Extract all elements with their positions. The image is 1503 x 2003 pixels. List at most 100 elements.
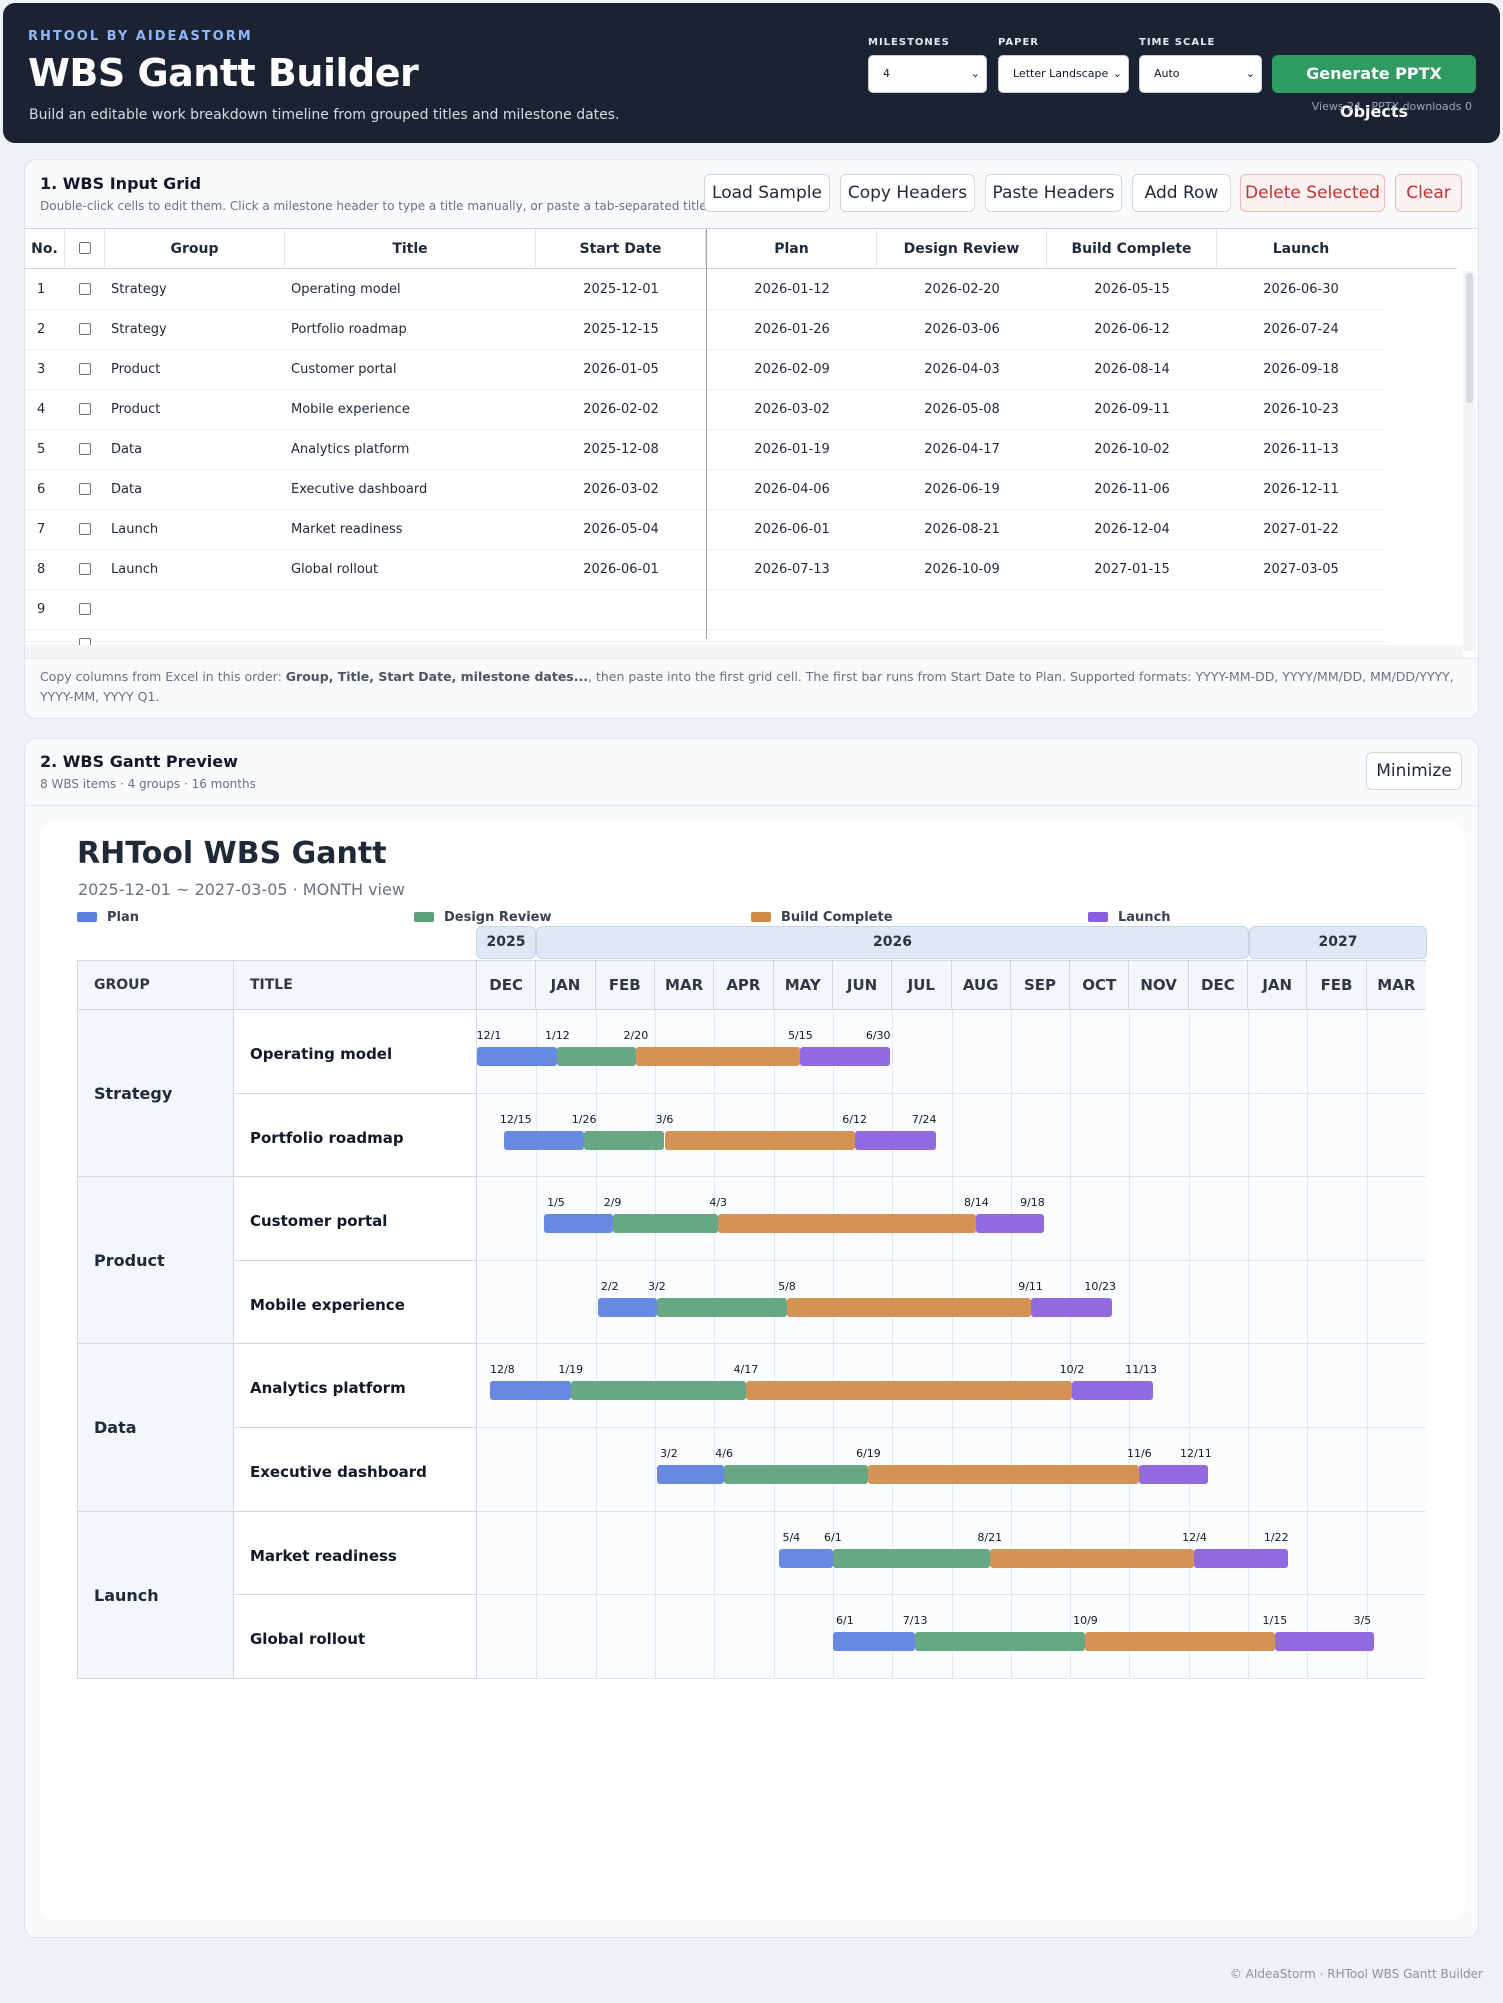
gantt-bar-segment[interactable] — [1030, 1297, 1113, 1317]
gantt-bar-segment[interactable] — [976, 1214, 1045, 1234]
vertical-scrollbar-thumb[interactable] — [1466, 273, 1473, 403]
gantt-bar-segment[interactable] — [724, 1465, 869, 1484]
cell-title[interactable]: Analytics platform — [291, 442, 410, 457]
col-header-build-complete[interactable]: Build Complete — [1047, 229, 1217, 269]
cell-m4[interactable]: 2026-10-23 — [1263, 402, 1339, 417]
cell-m4[interactable]: 2026-06-30 — [1263, 282, 1339, 297]
row-checkbox[interactable] — [79, 403, 91, 415]
row-checkbox[interactable] — [79, 563, 91, 575]
cell-start[interactable]: 2026-02-02 — [583, 402, 659, 417]
cell-m1[interactable]: 2026-01-19 — [754, 442, 830, 457]
cell-m4[interactable]: 2027-03-05 — [1263, 562, 1339, 577]
cell-m4[interactable]: 2026-07-24 — [1263, 322, 1339, 337]
paste-headers-button[interactable]: Paste Headers — [985, 174, 1122, 212]
gantt-bar-segment[interactable] — [915, 1632, 1086, 1652]
cell-group[interactable]: Product — [111, 362, 161, 377]
table-row[interactable]: 5 Data Analytics platform 2025-12-08 2026-01… — [25, 430, 1385, 470]
cell-m4[interactable]: 2026-09-18 — [1263, 362, 1339, 377]
col-header-title[interactable]: Title — [285, 229, 536, 269]
gantt-bar-segment[interactable] — [635, 1047, 801, 1066]
minimize-button[interactable]: Minimize — [1366, 752, 1462, 790]
gantt-bar-segment[interactable] — [557, 1047, 636, 1066]
cell-m2[interactable]: 2026-10-09 — [924, 562, 1000, 577]
cell-m3[interactable]: 2026-10-02 — [1094, 442, 1170, 457]
cell-m4[interactable] — [1217, 590, 1385, 630]
cell-m1[interactable]: 2026-02-09 — [754, 362, 830, 377]
cell-m2[interactable]: 2026-03-06 — [924, 322, 1000, 337]
table-row[interactable]: 6 Data Executive dashboard 2026-03-02 2026-0… — [25, 470, 1385, 510]
gantt-bar-segment[interactable] — [1194, 1548, 1289, 1568]
table-row[interactable] — [25, 630, 1385, 650]
cell-start[interactable]: 2026-06-01 — [583, 562, 659, 577]
row-checkbox[interactable] — [79, 603, 91, 615]
cell-m2[interactable]: 2026-02-20 — [924, 282, 1000, 297]
cell-title[interactable]: Executive dashboard — [291, 482, 428, 497]
cell-start[interactable]: 2025-12-15 — [583, 322, 659, 337]
gantt-bar-segment[interactable] — [664, 1130, 855, 1150]
paper-select[interactable]: Letter Landscape ⌄ — [998, 55, 1129, 93]
cell-m2[interactable] — [877, 590, 1047, 630]
clear-button[interactable]: Clear — [1395, 174, 1462, 212]
cell-m2[interactable]: 2026-04-03 — [924, 362, 1000, 377]
gantt-bar-segment[interactable] — [477, 1047, 558, 1066]
horizontal-scrollbar[interactable] — [25, 645, 1463, 658]
gantt-bar-segment[interactable] — [779, 1548, 833, 1568]
copy-headers-button[interactable]: Copy Headers — [840, 174, 975, 212]
cell-m3[interactable] — [1047, 590, 1217, 630]
cell-start[interactable]: 2026-03-02 — [583, 482, 659, 497]
cell-m2[interactable]: 2026-05-08 — [924, 402, 1000, 417]
cell-m2[interactable]: 2026-06-19 — [924, 482, 1000, 497]
cell-m1[interactable]: 2026-03-02 — [754, 402, 830, 417]
cell-m1[interactable]: 2026-06-01 — [754, 522, 830, 537]
row-checkbox[interactable] — [79, 323, 91, 335]
cell-start[interactable]: 2026-01-05 — [583, 362, 659, 377]
cell-m3[interactable]: 2026-12-04 — [1094, 522, 1170, 537]
cell-m3[interactable]: 2026-08-14 — [1094, 362, 1170, 377]
cell-start[interactable]: 2025-12-08 — [583, 442, 659, 457]
cell-title[interactable]: Market readiness — [291, 522, 403, 537]
cell-group[interactable] — [111, 590, 281, 630]
cell-m1[interactable]: 2026-04-06 — [754, 482, 830, 497]
gantt-bar-segment[interactable] — [868, 1465, 1140, 1484]
gantt-bar-segment[interactable] — [597, 1297, 657, 1317]
cell-m4[interactable]: 2026-11-13 — [1263, 442, 1339, 457]
cell-m3[interactable]: 2027-01-15 — [1094, 562, 1170, 577]
generate-pptx-button[interactable]: Generate PPTX Objects — [1272, 55, 1476, 121]
select-all-checkbox[interactable] — [79, 242, 91, 254]
timescale-select[interactable]: Auto ⌄ — [1139, 55, 1262, 93]
col-header-launch[interactable]: Launch — [1272, 241, 1330, 257]
table-row[interactable]: 4 Product Mobile experience 2026-02-02 2026-… — [25, 390, 1385, 430]
table-row[interactable]: 1 Strategy Operating model 2025-12-01 2026-0… — [25, 270, 1385, 310]
gantt-bar-segment[interactable] — [612, 1214, 719, 1234]
row-checkbox[interactable] — [79, 363, 91, 375]
cell-m2[interactable]: 2026-08-21 — [924, 522, 1000, 537]
cell-group[interactable]: Strategy — [111, 322, 167, 337]
cell-start[interactable]: 2025-12-01 — [583, 282, 659, 297]
gantt-bar-segment[interactable] — [832, 1548, 990, 1568]
col-header-start[interactable]: Start Date — [536, 229, 706, 269]
cell-m4[interactable]: 2026-12-11 — [1263, 482, 1339, 497]
cell-m1[interactable]: 2026-07-13 — [754, 562, 830, 577]
table-row[interactable]: 7 Launch Market readiness 2026-05-04 2026-06… — [25, 510, 1385, 550]
gantt-bar-segment[interactable] — [584, 1130, 665, 1150]
cell-start[interactable]: 2026-05-04 — [583, 522, 659, 537]
gantt-bar-segment[interactable] — [718, 1214, 977, 1234]
row-checkbox[interactable] — [79, 483, 91, 495]
milestones-select[interactable]: 4 ⌄ — [868, 55, 987, 93]
cell-group[interactable]: Product — [111, 402, 161, 417]
gantt-bar-segment[interactable] — [1085, 1632, 1275, 1652]
cell-m4[interactable]: 2027-01-22 — [1263, 522, 1339, 537]
gantt-bar-segment[interactable] — [503, 1130, 585, 1150]
col-header-select[interactable] — [65, 229, 105, 269]
cell-start[interactable] — [536, 590, 706, 630]
gantt-bar-segment[interactable] — [490, 1381, 571, 1401]
cell-group[interactable]: Launch — [111, 562, 159, 577]
gantt-bar-segment[interactable] — [1072, 1381, 1154, 1401]
gantt-bar-segment[interactable] — [543, 1214, 613, 1234]
cell-title[interactable]: Customer portal — [291, 362, 397, 377]
gantt-bar-segment[interactable] — [854, 1130, 937, 1150]
cell-m3[interactable]: 2026-11-06 — [1094, 482, 1170, 497]
col-header-group[interactable]: Group — [105, 229, 285, 269]
delete-selected-button[interactable]: Delete Selected — [1240, 174, 1385, 212]
load-sample-button[interactable]: Load Sample — [704, 174, 830, 212]
